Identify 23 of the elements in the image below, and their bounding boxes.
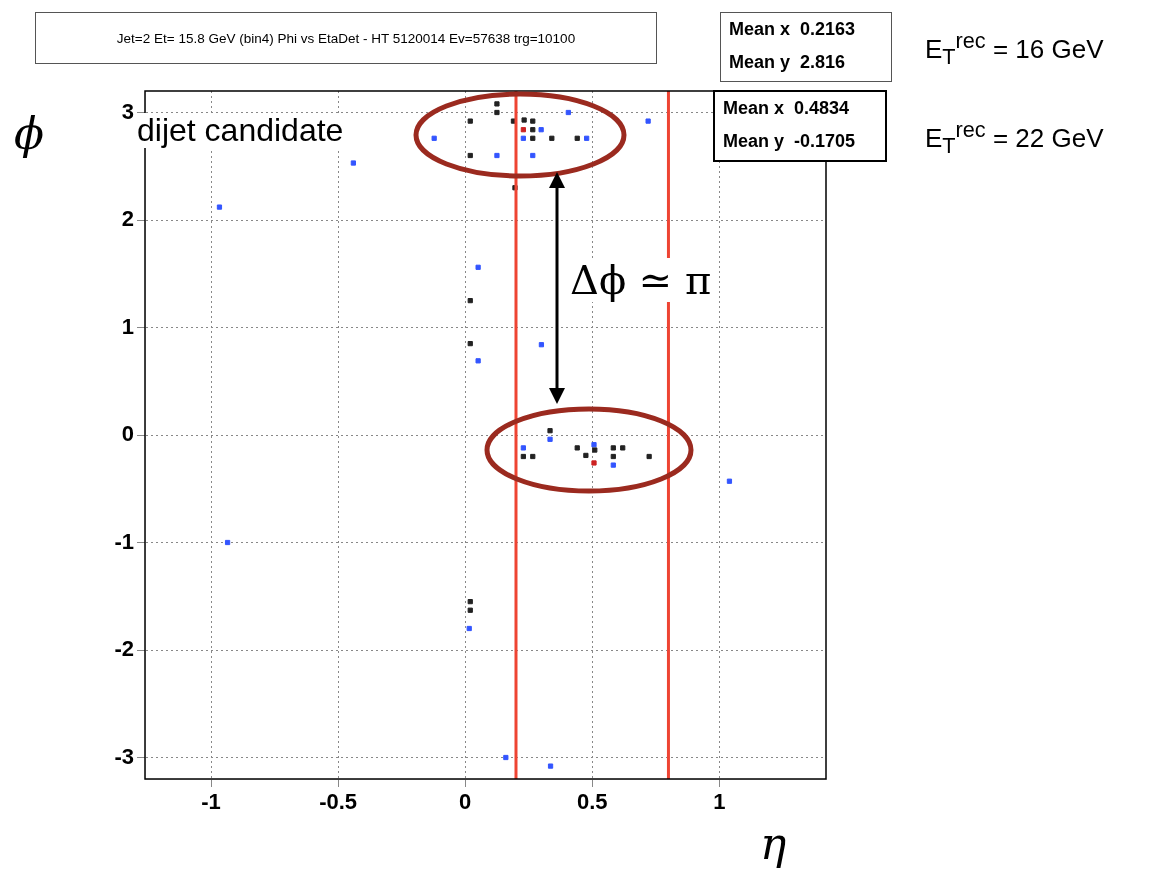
y-tick-label: 1: [121, 313, 134, 339]
text: E$_{T}$$^{rec}$ = 16 GeV: [925, 28, 1104, 70]
text: Mean y 2.816: [729, 52, 846, 73]
y-tick-label: -2: [114, 636, 134, 662]
x-tick-label: 1: [713, 789, 726, 815]
y-tick-label: 2: [121, 206, 134, 232]
x-tick-label: 0.5: [576, 789, 608, 815]
x-axis-title: η: [760, 818, 787, 869]
annotation: Δϕ ≃ π: [570, 257, 712, 303]
y-tick-label: 3: [121, 98, 134, 124]
x-tick-label: -0.5: [319, 789, 358, 815]
annotation: Mean x 0.4834: [723, 98, 850, 119]
text: E$_{T}$$^{rec}$ = 22 GeV: [925, 117, 1104, 159]
y-tick-label: 0: [121, 421, 134, 447]
y-tick-label: -3: [114, 743, 134, 769]
y-tick-label: -1: [114, 528, 134, 554]
text: Mean x 0.2163: [729, 19, 856, 40]
x-tick-label: 0: [459, 789, 472, 815]
y-axis-title: ϕ: [14, 108, 44, 159]
chart-title: Jet=2 Et= 15.8 GeV (bin4) Phi vs EtaDet - HT 5120014 Ev=57638 trg=10100: [35, 12, 657, 64]
annotation: dijet candidate: [137, 112, 344, 149]
x-tick-label: -1: [201, 789, 221, 815]
annotation: Mean y -0.1705: [723, 131, 856, 152]
